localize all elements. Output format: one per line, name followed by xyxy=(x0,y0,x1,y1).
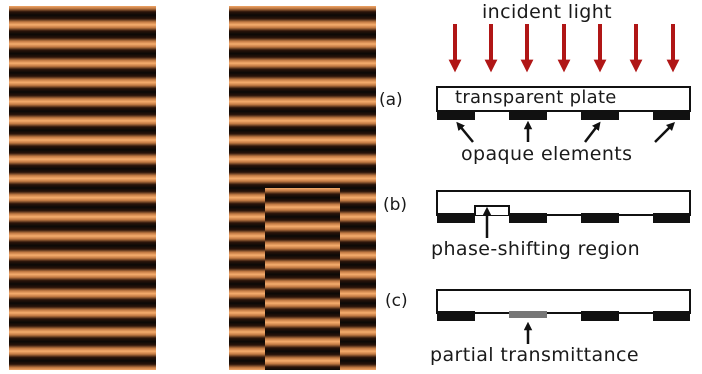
opaque-element xyxy=(509,213,547,223)
pointer-arrow xyxy=(584,121,601,143)
transparent-plate-label: transparent plate xyxy=(455,87,617,108)
opaque-element xyxy=(581,213,619,223)
incident-light-arrows xyxy=(448,24,680,73)
fringe-pattern-left xyxy=(9,6,156,370)
opaque-element xyxy=(437,110,475,120)
panel-c-tag: (c) xyxy=(385,291,408,311)
transparent-plate xyxy=(436,86,691,112)
opaque-elements-label: opaque elements xyxy=(461,143,633,165)
opaque-element xyxy=(581,311,619,321)
pointer-arrow xyxy=(654,121,676,143)
opaque-element xyxy=(653,311,690,321)
opaque-element xyxy=(581,110,619,120)
opaque-element xyxy=(509,110,547,120)
mask-c xyxy=(436,289,691,344)
phase-shifting-notch xyxy=(474,205,510,215)
mask-a xyxy=(436,86,691,143)
mask-b xyxy=(436,190,691,238)
pointer-arrow xyxy=(456,121,474,143)
opaque-element xyxy=(653,110,690,120)
partial-transmittance-element xyxy=(509,311,547,318)
opaque-element xyxy=(653,213,690,223)
panel-b-tag: (b) xyxy=(383,195,408,215)
incident-light-label: incident light xyxy=(482,1,613,23)
fringe-shifted-region xyxy=(265,188,340,370)
phase-shifting-region-label: phase-shifting region xyxy=(431,238,641,260)
opaque-element xyxy=(437,311,475,321)
panel-a-tag: (a) xyxy=(379,90,403,110)
partial-transmittance-label: partial transmittance xyxy=(430,344,639,366)
opaque-element xyxy=(437,213,475,223)
